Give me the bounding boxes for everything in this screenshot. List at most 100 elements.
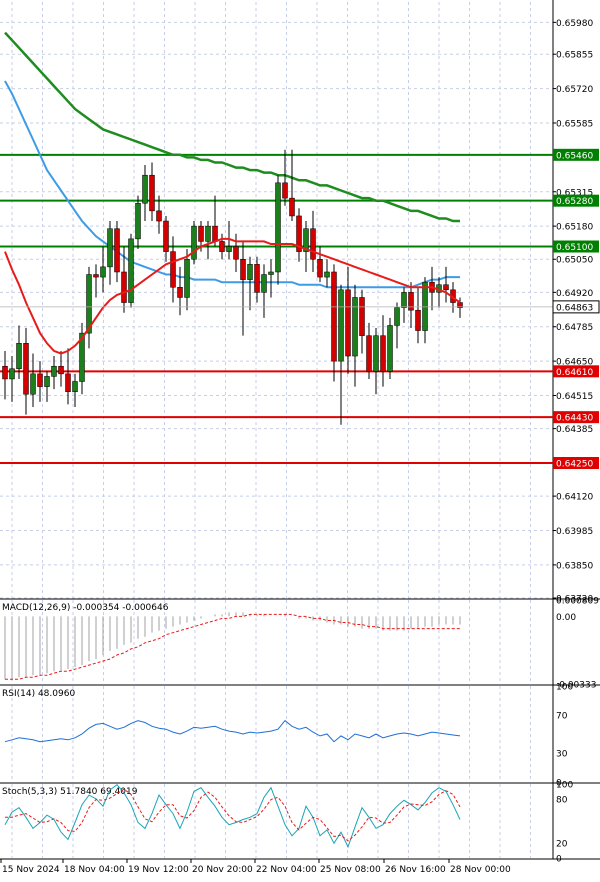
candle-body xyxy=(128,238,134,303)
candle-body xyxy=(261,274,267,293)
level-label: 0.64610 xyxy=(556,368,593,378)
rsi-label: RSI(14) 48.0960 xyxy=(2,689,75,699)
candle-body xyxy=(352,297,358,357)
macd-tick-label: -0.00333 xyxy=(556,681,596,691)
candle-body xyxy=(401,292,407,308)
candle-body xyxy=(268,271,274,275)
candle-body xyxy=(240,258,246,280)
price-tick-label: 0.65980 xyxy=(556,19,593,29)
candle-body xyxy=(79,332,85,382)
candle-body xyxy=(338,289,344,362)
candle-body xyxy=(443,284,449,291)
candle-body xyxy=(135,202,141,240)
level-label: 0.65280 xyxy=(556,197,593,207)
candle-body xyxy=(373,335,379,372)
candle-body xyxy=(219,241,225,252)
stoch-pane: 100 80 20 0 Stoch(5,3,3) 51.7840 69.4019 xyxy=(2,781,573,865)
candle-body xyxy=(303,228,309,252)
candle-body xyxy=(282,182,288,199)
price-tick-label: 0.64785 xyxy=(556,323,593,333)
ma-slow-line xyxy=(4,31,460,223)
candle-body xyxy=(205,225,211,242)
price-tick-label: 0.64385 xyxy=(556,425,593,435)
candle-body xyxy=(408,292,414,311)
candle-body xyxy=(72,381,78,392)
rsi-tick-label: 0 xyxy=(556,779,562,789)
current-price-label-bg xyxy=(552,300,600,314)
candle-body xyxy=(359,297,365,336)
candle-body xyxy=(296,215,302,252)
candle-body xyxy=(184,258,190,298)
candle-body xyxy=(177,287,183,298)
candle-body xyxy=(44,376,50,387)
ma-mid-line xyxy=(4,80,460,289)
candle-body xyxy=(331,271,337,362)
candle-body xyxy=(142,174,148,204)
time-axis: 15 Nov 2024 18 Nov 04:00 19 Nov 12:00 20 No… xyxy=(0,859,511,875)
candle-body xyxy=(121,271,127,303)
rsi-tick-label: 100 xyxy=(556,683,573,693)
stoch-label: Stoch(5,3,3) 51.7840 69.4019 xyxy=(2,787,138,797)
price-tick-label: 0.64920 xyxy=(556,289,593,299)
candle-body xyxy=(163,220,169,252)
macd-signal-line xyxy=(5,613,460,680)
rsi-tick-label: 70 xyxy=(556,711,568,721)
candle-body xyxy=(9,368,15,380)
candle-body xyxy=(30,373,36,395)
candle-body xyxy=(226,246,232,252)
level-label: 0.65460 xyxy=(556,151,593,161)
candle-body xyxy=(93,274,99,278)
candle-body xyxy=(37,373,43,387)
time-tick-label: 28 Nov 00:00 xyxy=(450,865,511,875)
time-tick-label: 15 Nov 2024 xyxy=(2,865,60,875)
candle-body xyxy=(247,264,253,280)
candle-body xyxy=(23,343,29,395)
levels: 0.65460 0.65280 0.65100 0.64610 0.64430 0.642… xyxy=(0,148,599,470)
level-label: 0.64430 xyxy=(556,414,593,424)
candle-body xyxy=(65,373,71,392)
time-tick-label: 26 Nov 16:00 xyxy=(385,865,446,875)
stoch-tick-label: 0 xyxy=(556,855,562,865)
macd-pane: 0.000809 0.00 -0.00333 MACD(12,26,9) -0.000… xyxy=(2,597,599,691)
candle-body xyxy=(156,210,162,222)
stoch-tick-label: 100 xyxy=(556,781,573,791)
ma-fast-line xyxy=(4,237,461,355)
candle-body xyxy=(100,266,106,278)
candle-body xyxy=(366,335,372,372)
candle-body xyxy=(51,365,57,377)
candle-body xyxy=(212,225,218,242)
time-tick-label: 19 Nov 12:00 xyxy=(128,865,189,875)
candle-body xyxy=(289,197,295,217)
current-price-label: 0.64863 xyxy=(556,303,593,313)
level-label-bg xyxy=(553,411,599,424)
candle-body xyxy=(149,174,155,212)
rsi-pane: 100 70 30 0 RSI(14) 48.0960 xyxy=(2,683,573,789)
candle-body xyxy=(380,335,386,372)
candle-body xyxy=(422,281,428,331)
level-label-bg xyxy=(553,457,599,470)
level-label-bg xyxy=(553,148,599,161)
candle-body xyxy=(233,246,239,260)
price-tick-label: 0.65720 xyxy=(556,85,593,95)
candle-body xyxy=(317,258,323,278)
price-tick-label: 0.64120 xyxy=(556,493,593,503)
level-label-bg xyxy=(553,365,599,378)
price-tick-label: 0.63985 xyxy=(556,527,593,537)
time-tick-label: 22 Nov 04:00 xyxy=(256,865,317,875)
price-tick-label: 0.65180 xyxy=(556,223,593,233)
candle-body xyxy=(324,271,330,278)
price-tick-label: 0.65050 xyxy=(556,256,593,266)
stoch-tick-label: 80 xyxy=(556,795,568,805)
candle-body xyxy=(394,307,400,326)
level-label: 0.64250 xyxy=(556,460,593,470)
stoch-tick-label: 20 xyxy=(556,840,568,850)
candle-body xyxy=(198,225,204,242)
price-tick-label: 0.64650 xyxy=(556,358,593,368)
macd-label: MACD(12,26,9) -0.000354 -0.000646 xyxy=(2,603,169,613)
candle-body xyxy=(457,302,463,308)
stoch-d-line xyxy=(5,788,461,842)
candle-body xyxy=(16,343,22,370)
candle-body xyxy=(114,228,120,273)
rsi-line xyxy=(4,719,461,743)
